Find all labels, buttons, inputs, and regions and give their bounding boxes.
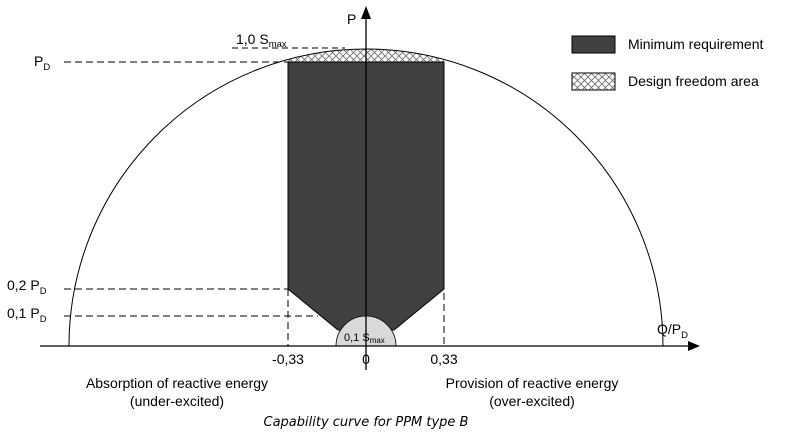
legend-swatch-minimum [571, 35, 616, 54]
provision-label: Provision of reactive energy [446, 375, 619, 391]
figure-caption: Capability curve for PPM type B [264, 415, 469, 430]
under-excited-label: (under-excited) [130, 393, 224, 409]
smax-top-label: 1,0 Smax [236, 31, 287, 50]
x-axis-label: Q/PD [657, 321, 688, 341]
origin-label: 0 [362, 351, 370, 367]
legend: Minimum requirement Design freedom area [571, 35, 763, 91]
legend-label-minimum: Minimum requirement [628, 36, 763, 52]
p01-label: 0,1 PD [7, 305, 47, 325]
x-tick-minus033: -0,33 [272, 351, 304, 367]
p02-label: 0,2 PD [7, 277, 47, 297]
y-axis-arrow [361, 6, 371, 19]
x-tick-plus033: 0,33 [430, 351, 457, 367]
absorption-label: Absorption of reactive energy [86, 375, 268, 391]
x-axis-arrow [688, 341, 700, 351]
legend-swatch-freedom [571, 72, 616, 91]
over-excited-label: (over-excited) [489, 393, 575, 409]
pd-label: PD [34, 53, 50, 73]
legend-label-freedom: Design freedom area [628, 73, 759, 89]
smax-small-label: 0,1 Smax [344, 332, 385, 345]
y-axis-label: P [347, 11, 356, 27]
